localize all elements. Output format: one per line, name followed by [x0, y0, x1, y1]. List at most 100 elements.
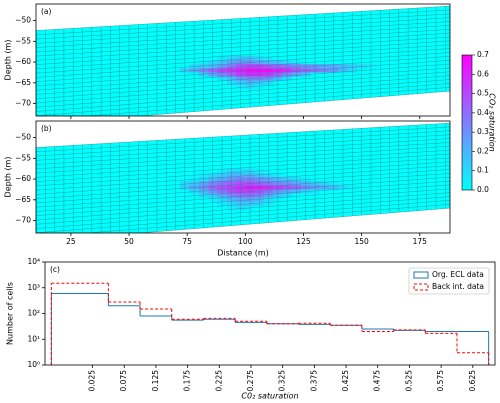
grid-layer [36, 192, 450, 225]
grid-layer [36, 83, 450, 116]
x-tick-label: 0.175 [183, 370, 192, 392]
x-tick-label: 0.525 [404, 370, 413, 392]
grid-layer [36, 79, 450, 112]
grid-layer [36, 59, 450, 91]
grid-layer [36, 44, 450, 74]
grid-layer [36, 52, 450, 82]
y-tick-label: −50 [15, 16, 31, 25]
y-tick-label: 10² [27, 309, 40, 318]
grid-layer [36, 176, 450, 208]
x-tick-label: 75 [182, 237, 192, 246]
y-axis-label: Number of cells [6, 282, 15, 345]
axes-frame [35, 3, 451, 117]
panel-label: (c) [50, 265, 60, 274]
legend-label: Back int. data [432, 282, 484, 291]
y-tick-label: −55 [15, 36, 31, 45]
grid-layer [36, 5, 450, 31]
grid-layer [36, 17, 450, 44]
grid-layer [36, 13, 450, 40]
y-tick-label: −70 [15, 216, 31, 225]
legend-swatch [413, 271, 429, 279]
legend-label: Org. ECL data [432, 270, 484, 279]
grid-layer [36, 48, 450, 78]
x-tick-label: 125 [296, 237, 311, 246]
colorbar-tick-label: 0.3 [477, 127, 489, 136]
x-tick-label: 175 [413, 237, 428, 246]
colorbar-label: CO₂ saturation [488, 93, 497, 151]
x-tick-label: 150 [354, 237, 369, 246]
grid-layer [36, 165, 450, 195]
grid-layer [136, 90, 450, 116]
grid-layer [36, 56, 450, 87]
grid-layer [36, 169, 450, 199]
colorbar-tick-label: 0.6 [477, 69, 489, 78]
colorbar-tick-label: 0.1 [477, 166, 489, 175]
grid-layer [36, 71, 450, 104]
legend-box [408, 267, 490, 295]
grid-layer [36, 153, 450, 182]
x-tick-label: 0.125 [151, 370, 160, 392]
grid-layer [36, 40, 450, 70]
y-tick-label: 10⁰ [27, 360, 40, 369]
colorbar-tick-label: 0.5 [477, 89, 489, 98]
y-tick-label: 10¹ [27, 334, 40, 343]
grid-layer [36, 146, 450, 174]
y-tick-label: −55 [15, 153, 31, 162]
grid-layer [36, 29, 450, 57]
grid-layer [36, 157, 450, 187]
grid-layer [36, 126, 450, 153]
grid-layer [36, 9, 450, 36]
grid-layer [36, 200, 450, 233]
x-tick-label: 0.275 [246, 370, 255, 392]
legend-swatch [413, 283, 429, 291]
grid-layer [36, 67, 450, 99]
grid-layer [84, 204, 450, 233]
colorbar-tick-label: 0.2 [477, 146, 489, 155]
colorbar-tick-label: 0.0 [477, 185, 489, 194]
y-tick-label: −60 [15, 57, 31, 66]
grid-layer [36, 75, 450, 108]
grid-layer [36, 122, 450, 148]
y-tick-label: −70 [15, 99, 31, 108]
grid-layer [36, 180, 450, 212]
x-tick-label: 0.225 [214, 370, 223, 392]
y-tick-label: −65 [15, 195, 31, 204]
grid-layer [36, 130, 450, 157]
grid-layer [36, 161, 450, 191]
x-tick-label: 0.075 [119, 370, 128, 392]
y-tick-label: −60 [15, 174, 31, 183]
colorbar-tick-label: 0.4 [477, 108, 489, 117]
grid-layer [36, 149, 450, 178]
x-tick-label: 0.325 [278, 370, 287, 392]
y-axis-label: Depth (m) [4, 40, 13, 81]
x-tick-label: 0.025 [88, 370, 97, 392]
grid-layer [36, 138, 450, 165]
grid-layer [36, 142, 450, 170]
x-tick-label: 0.575 [436, 370, 445, 392]
grid-layer [36, 196, 450, 229]
grid-layer [136, 207, 450, 233]
x-tick-label: 25 [66, 237, 76, 246]
y-tick-label: −65 [15, 78, 31, 87]
grid-layer [36, 184, 450, 216]
grid-layer [36, 25, 450, 53]
x-tick-label: 100 [238, 237, 253, 246]
grid-layer [36, 21, 450, 48]
y-tick-label: 10³ [27, 283, 40, 292]
axes-frame [35, 120, 451, 234]
x-tick-label: 50 [124, 237, 134, 246]
x-axis-label: C0₂ saturation [241, 392, 298, 401]
x-tick-label: 0.425 [341, 370, 350, 392]
grid-layer [36, 36, 450, 65]
plot-area [36, 122, 450, 233]
grid-layer [36, 134, 450, 161]
y-tick-label: −50 [15, 133, 31, 142]
colorbar [461, 54, 473, 191]
grid-layer [36, 188, 450, 221]
plot-area [36, 5, 450, 116]
grid-layer [36, 173, 450, 204]
x-tick-label: 0.475 [373, 370, 382, 392]
grid-layer [36, 32, 450, 61]
panel-label: (a) [41, 7, 52, 16]
